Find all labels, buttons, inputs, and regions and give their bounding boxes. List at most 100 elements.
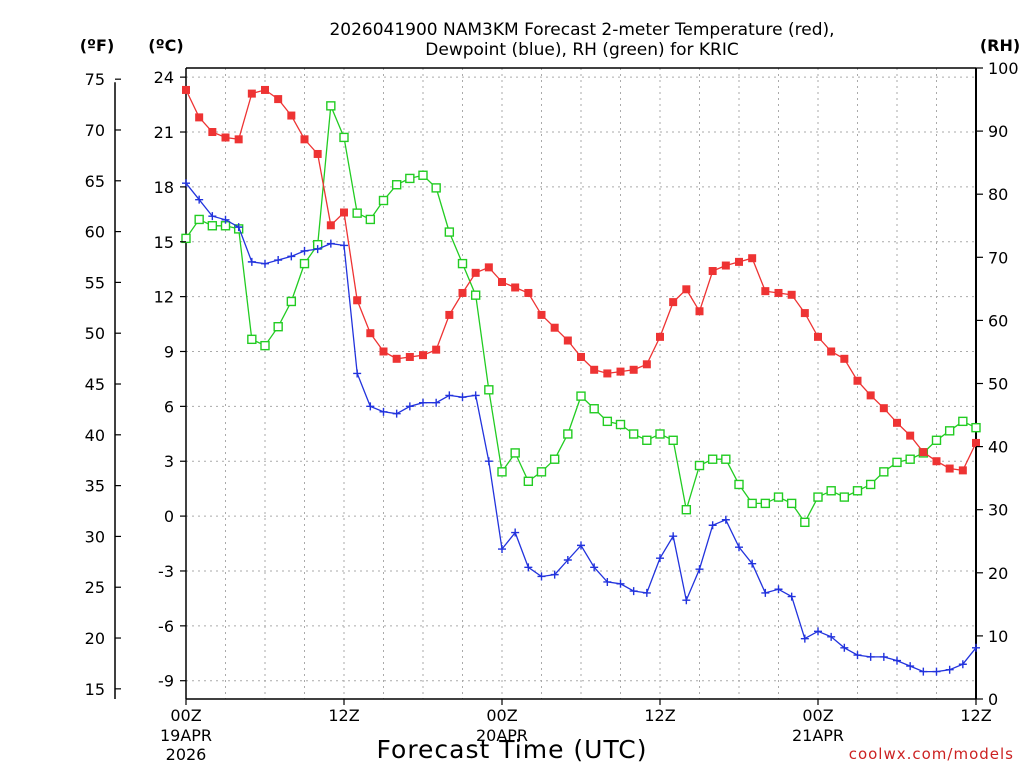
celsius-tick-label: 21 [154, 123, 174, 142]
temperature-point [735, 257, 743, 266]
temperature-point [800, 309, 809, 318]
rh-point [391, 180, 402, 190]
dewpoint-point [827, 632, 836, 641]
rh-point [747, 498, 757, 509]
dewpoint-point [300, 246, 309, 255]
dewpoint-point [945, 665, 954, 674]
rh-point [786, 498, 797, 509]
temperature-point [787, 290, 796, 299]
temperature-point [958, 466, 967, 475]
temperature-point [458, 288, 467, 297]
temperature-point [629, 365, 638, 374]
dewpoint-point [695, 565, 704, 574]
temperature-point [853, 376, 862, 385]
temperature-point [721, 261, 730, 270]
celsius-unit-label: (ºC) [148, 36, 183, 55]
temperature-point [642, 360, 651, 369]
temperature-point [945, 464, 954, 473]
fahrenheit-tick-label: 20 [85, 629, 105, 648]
series-layer [181, 85, 981, 676]
rh-point [773, 492, 784, 502]
rh-tick-label: 100 [988, 59, 1019, 78]
rh-tick-label: 90 [988, 122, 1008, 141]
dewpoint-point [721, 515, 730, 524]
rh-point [971, 422, 981, 433]
rh-point [260, 340, 270, 351]
dewpoint-point [972, 643, 980, 652]
fahrenheit-tick-label: 60 [85, 223, 105, 242]
dewpoint-point [195, 195, 204, 204]
plot-frame [114, 67, 977, 700]
rh-point [826, 486, 836, 496]
fahrenheit-tick-label: 75 [85, 70, 105, 89]
temperature-point [392, 354, 401, 363]
dewpoint-point [405, 402, 414, 411]
temperature-point [814, 332, 822, 341]
temperature-point [405, 352, 414, 361]
dewpoint-point [708, 521, 717, 530]
dewpoint-point [748, 559, 757, 568]
temperature-point [774, 288, 783, 297]
fahrenheit-tick-label: 45 [85, 375, 105, 394]
chart-title-line2: Dewpoint (blue), RH (green) for KRIC [425, 40, 738, 60]
dewpoint-point [182, 179, 190, 188]
rh-point [589, 404, 599, 414]
rh-point [681, 505, 692, 515]
rh-point [615, 419, 626, 430]
temperature-point [445, 310, 454, 319]
rh-point [563, 429, 573, 439]
rh-point [668, 435, 678, 445]
temperature-point [419, 351, 427, 360]
rh-point [247, 334, 257, 345]
dewpoint-point [221, 215, 230, 224]
rh-point [418, 170, 428, 180]
dewpoint-point [642, 588, 651, 597]
temperature-point [353, 296, 362, 305]
fahrenheit-tick-label: 35 [85, 477, 105, 496]
dewpoint-point [879, 652, 888, 661]
rh-point [655, 429, 665, 439]
dewpoint-point [840, 643, 849, 652]
fahrenheit-tick-label: 65 [85, 172, 105, 191]
rh-tick-label: 30 [988, 501, 1008, 520]
rh-point [707, 454, 718, 464]
dewpoint-point [287, 252, 296, 261]
temperature-point [972, 438, 980, 447]
x-tick-label: 12Z [960, 706, 991, 725]
temperature-point [274, 95, 283, 104]
dewpoint-line [185, 182, 977, 673]
x-tick-date-label: 21APR [792, 726, 844, 745]
celsius-tick-label: 24 [154, 68, 174, 87]
temperature-point [326, 221, 335, 230]
rh-point [457, 258, 468, 269]
dewpoint-point [234, 223, 243, 232]
rh-point [694, 460, 705, 471]
fahrenheit-tick-label: 70 [85, 121, 105, 140]
rh-point [497, 467, 507, 477]
celsius-tick-label: -6 [158, 617, 174, 636]
temperature-point [340, 208, 348, 217]
x-tick-date-label: 20APR [476, 726, 528, 745]
dewpoint-point [590, 563, 599, 572]
temperature-point [748, 254, 757, 263]
dewpoint-point [247, 257, 256, 266]
dewpoint-point [853, 651, 862, 660]
dewpoint-point [735, 543, 743, 552]
dewpoint-point [445, 391, 454, 400]
temperature-point [498, 277, 506, 286]
rh-point [405, 173, 415, 184]
rh-tick-label: 20 [988, 564, 1008, 583]
dewpoint-point [379, 407, 388, 416]
temperature-point [195, 113, 204, 122]
rh-point [286, 296, 297, 307]
temperature-point [221, 133, 230, 142]
temperature-point [866, 391, 875, 400]
temperature-point [550, 323, 559, 332]
temperature-point [616, 367, 625, 376]
temperature-point [919, 448, 928, 457]
temperature-point [524, 288, 533, 297]
dewpoint-point [471, 391, 480, 400]
temperature-point [247, 89, 256, 98]
rh-point [378, 195, 389, 206]
rh-point [839, 492, 850, 502]
